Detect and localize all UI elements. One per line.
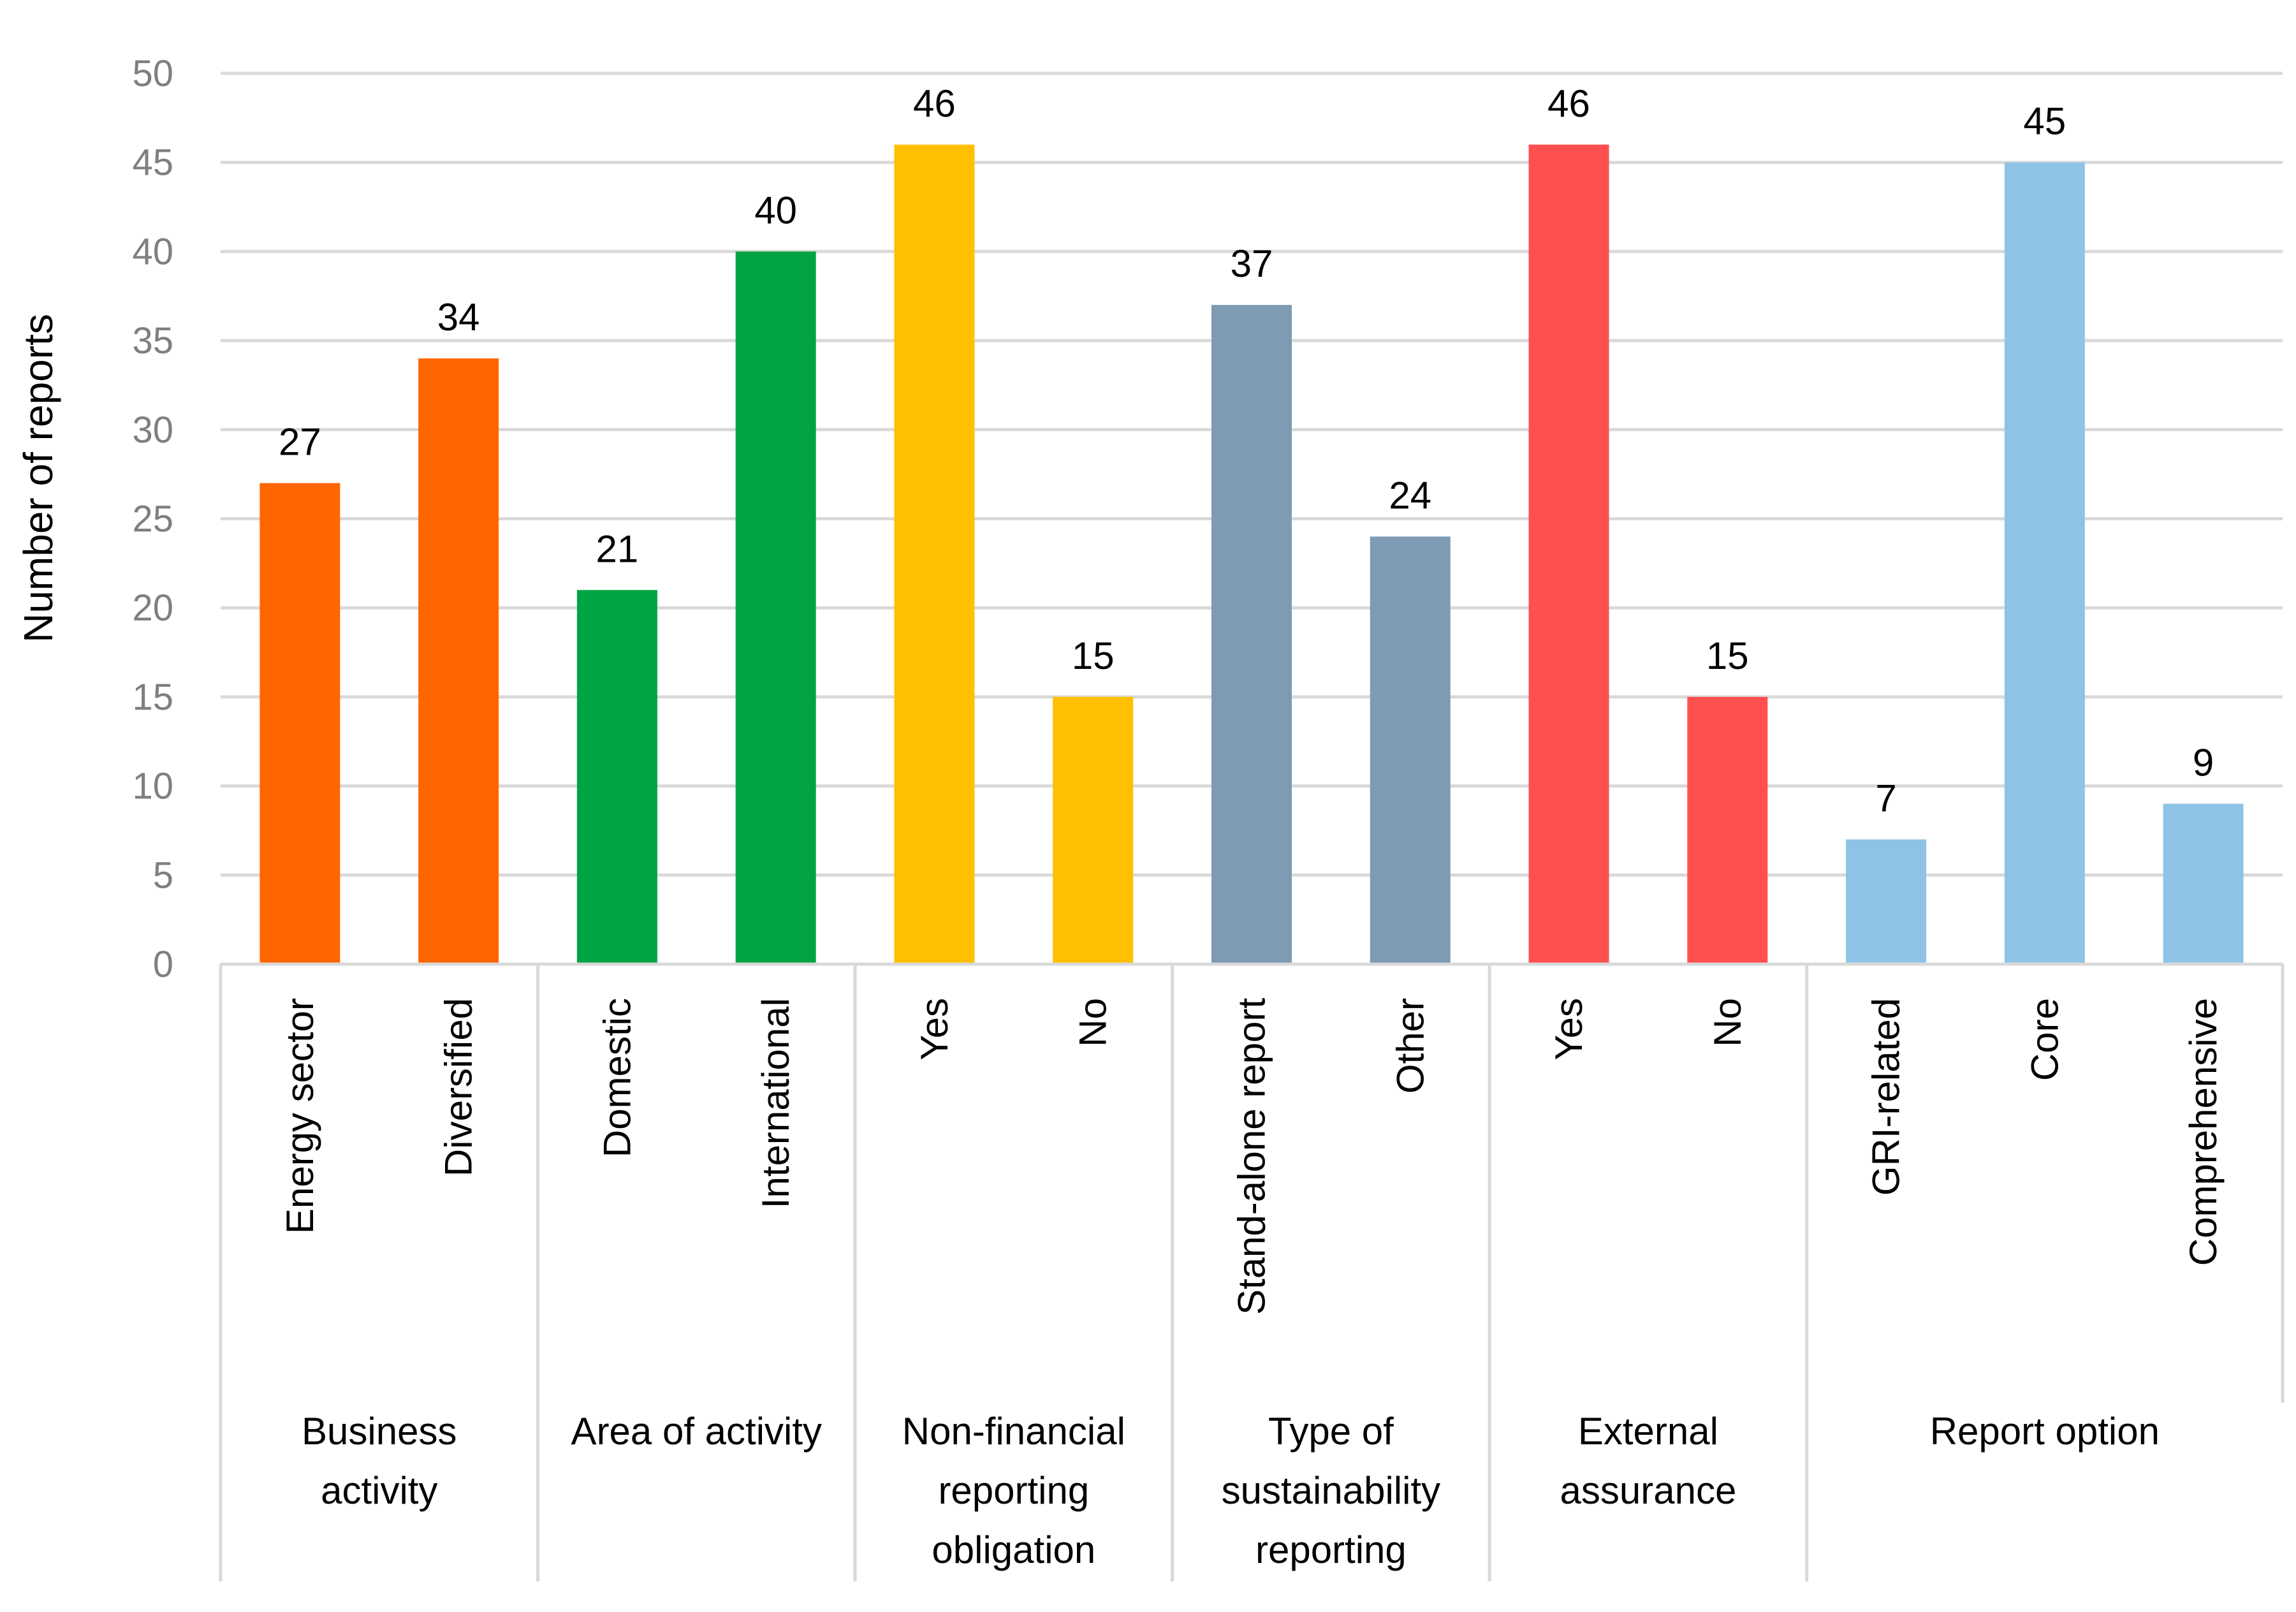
category-label: GRI-related	[1865, 998, 1908, 1196]
y-tick-label: 0	[153, 944, 173, 985]
y-tick-label: 15	[132, 677, 173, 718]
group-label: Type of	[1268, 1410, 1394, 1453]
group-label: External	[1578, 1410, 1718, 1453]
data-label: 24	[1389, 474, 1431, 517]
y-tick-label: 35	[132, 320, 173, 362]
category-label: No	[1072, 998, 1115, 1047]
y-tick-label: 5	[153, 854, 173, 896]
bar	[1053, 696, 1134, 964]
category-label: Other	[1389, 998, 1431, 1094]
bar	[1687, 696, 1768, 964]
bar	[1846, 839, 1927, 964]
group-label: Area of activity	[571, 1410, 823, 1453]
group-label: activity	[321, 1469, 437, 1512]
data-labels: 27 34 21 40 46 15 37 24 46 15 7 45 9	[279, 82, 2214, 820]
group-separators	[219, 962, 2285, 1581]
bar	[1528, 144, 1609, 964]
data-label: 46	[1547, 82, 1590, 125]
category-label: International	[754, 998, 797, 1208]
bar	[1211, 305, 1292, 965]
bar	[418, 358, 499, 964]
y-axis-ticks: 0 5 10 15 20 25 30 35 40 45 50	[132, 53, 173, 985]
bar	[2004, 162, 2085, 965]
data-label: 40	[754, 189, 797, 231]
data-label: 15	[1706, 634, 1749, 677]
group-label: Non-financial	[902, 1410, 1125, 1453]
group-label: Business	[302, 1410, 457, 1453]
y-tick-label: 45	[132, 142, 173, 184]
category-label: Yes	[913, 998, 956, 1060]
category-label: Stand-alone report	[1231, 998, 1273, 1315]
data-label: 15	[1072, 634, 1115, 677]
group-label: assurance	[1560, 1469, 1737, 1512]
data-label: 34	[437, 296, 480, 339]
y-tick-label: 30	[132, 409, 173, 451]
category-label: Domestic	[596, 998, 638, 1157]
group-label: reporting	[1255, 1528, 1407, 1571]
bar	[2163, 803, 2244, 964]
data-label: 9	[2193, 742, 2214, 784]
group-labels: Business activity Area of activity Non-fina…	[302, 1410, 2160, 1571]
category-label: Core	[2023, 998, 2066, 1081]
data-label: 46	[913, 82, 956, 125]
data-label: 45	[2023, 100, 2066, 143]
bar	[576, 590, 657, 964]
y-tick-label: 10	[132, 766, 173, 807]
data-label: 21	[596, 527, 639, 570]
group-label: obligation	[932, 1528, 1095, 1571]
group-label: Report option	[1930, 1410, 2160, 1453]
group-label: reporting	[938, 1469, 1089, 1512]
category-label: No	[1706, 998, 1749, 1047]
y-tick-label: 50	[132, 53, 173, 94]
bar	[894, 144, 975, 964]
y-tick-label: 40	[132, 231, 173, 272]
data-label: 27	[279, 421, 321, 464]
category-label: Energy sector	[279, 998, 321, 1234]
y-tick-label: 20	[132, 587, 173, 629]
category-labels: Energy sector Diversified Domestic Internat…	[279, 998, 2225, 1315]
bar	[1370, 536, 1451, 964]
y-tick-label: 25	[132, 499, 173, 540]
y-axis-title: Number of reports	[15, 314, 61, 643]
category-label: Comprehensive	[2182, 998, 2225, 1266]
data-label: 37	[1231, 242, 1273, 285]
bar	[735, 251, 816, 964]
bar	[260, 483, 340, 964]
data-label: 7	[1875, 777, 1896, 819]
category-label: Yes	[1547, 998, 1590, 1060]
group-label: sustainability	[1222, 1469, 1441, 1512]
bars	[260, 144, 2244, 965]
category-label: Diversified	[437, 998, 480, 1176]
